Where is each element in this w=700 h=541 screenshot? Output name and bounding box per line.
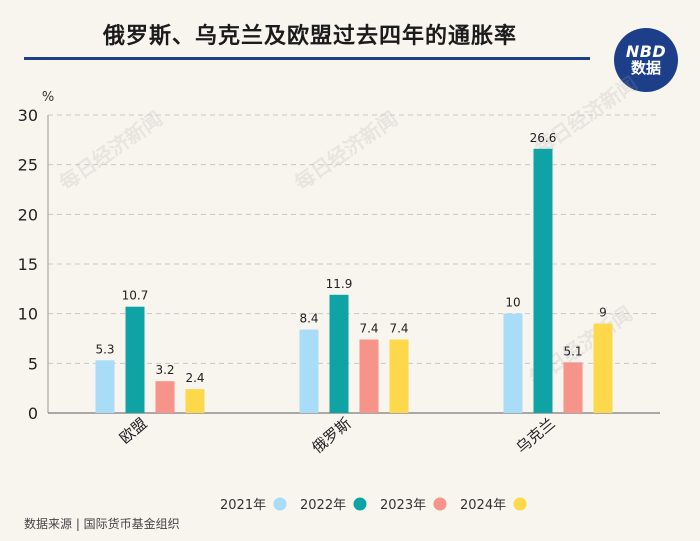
y-tick-label: 15 bbox=[18, 255, 38, 274]
y-tick-label: 30 bbox=[18, 106, 38, 125]
bar bbox=[359, 339, 379, 413]
data-source: 数据来源 | 国际货币基金组织 bbox=[24, 517, 180, 531]
bar bbox=[563, 362, 583, 413]
x-tick-label: 俄罗斯 bbox=[309, 414, 355, 457]
y-tick-label: 10 bbox=[18, 305, 38, 324]
title-divider bbox=[24, 57, 590, 60]
bar bbox=[389, 339, 409, 413]
page-title: 俄罗斯、乌克兰及欧盟过去四年的通胀率 bbox=[102, 24, 517, 49]
bar bbox=[155, 381, 175, 413]
bar bbox=[125, 306, 145, 413]
bar bbox=[503, 313, 523, 413]
data-label: 5.1 bbox=[563, 344, 582, 358]
data-label: 26.6 bbox=[530, 131, 557, 145]
legend-marker bbox=[273, 497, 287, 511]
legend-marker bbox=[513, 497, 527, 511]
data-label: 7.4 bbox=[389, 321, 408, 335]
nbd-data-logo: NBD 数据 bbox=[614, 28, 678, 92]
data-label: 8.4 bbox=[299, 312, 318, 326]
y-tick-label: 5 bbox=[28, 354, 38, 373]
data-label: 10 bbox=[505, 296, 520, 310]
bar bbox=[185, 389, 205, 413]
bar bbox=[329, 294, 349, 413]
data-label: 2.4 bbox=[185, 371, 204, 385]
data-label: 5.3 bbox=[95, 342, 114, 356]
data-label: 3.2 bbox=[155, 363, 174, 377]
bar bbox=[533, 148, 553, 414]
legend-marker bbox=[433, 497, 447, 511]
legend-label: 2023年 bbox=[380, 498, 426, 513]
legend-label: 2021年 bbox=[220, 498, 266, 513]
data-label: 10.7 bbox=[122, 289, 149, 303]
legend-label: 2022年 bbox=[300, 498, 346, 513]
y-tick-label: 0 bbox=[28, 404, 38, 423]
y-axis-unit: % bbox=[42, 90, 54, 105]
x-tick-label: 乌克兰 bbox=[513, 414, 559, 457]
bar bbox=[593, 323, 613, 413]
y-tick-label: 25 bbox=[18, 156, 38, 175]
bar bbox=[299, 329, 319, 413]
y-tick-label: 20 bbox=[18, 205, 38, 224]
data-label: 11.9 bbox=[326, 277, 353, 291]
logo-line-1: NBD bbox=[625, 41, 667, 61]
legend-marker bbox=[353, 497, 367, 511]
legend-label: 2024年 bbox=[460, 498, 506, 513]
logo-line-2: 数据 bbox=[630, 58, 661, 77]
bar bbox=[95, 360, 115, 413]
data-label: 9 bbox=[599, 306, 607, 320]
data-label: 7.4 bbox=[359, 321, 378, 335]
x-tick-label: 欧盟 bbox=[116, 414, 151, 447]
